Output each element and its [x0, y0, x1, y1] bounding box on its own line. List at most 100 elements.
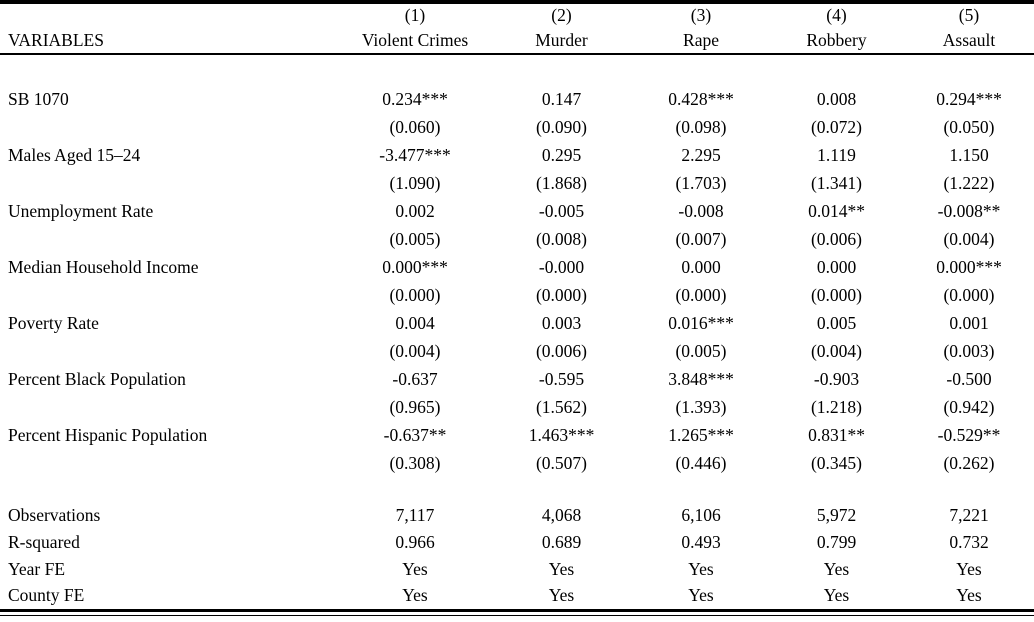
variable-label: Unemployment Rate: [8, 201, 154, 222]
standard-error-cell: (0.072): [810, 117, 863, 138]
standard-error-cell: (0.006): [535, 341, 588, 362]
coefficient-cell: -0.008**: [937, 201, 1001, 222]
coefficient-cell: -0.903: [813, 369, 860, 390]
variable-label: Percent Black Population: [8, 369, 186, 390]
summary-label: County FE: [8, 585, 85, 606]
empty-label-cell: [0, 282, 340, 310]
model-number: (3): [690, 5, 712, 26]
standard-error-cell: (0.262): [943, 453, 995, 474]
coefficient-cell: 1.119: [817, 145, 856, 166]
standard-error-cell: (0.005): [675, 341, 727, 362]
standard-error-cell: (0.004): [943, 229, 995, 250]
empty-label-cell: [0, 226, 340, 254]
standard-error-cell: (1.222): [943, 173, 995, 194]
model-number-row: (1) (2) (3) (4) (5): [0, 2, 1034, 28]
standard-error-row: (0.005) (0.008) (0.007) (0.006) (0.004): [0, 226, 1034, 254]
summary-value-cell: 0.799: [816, 531, 857, 552]
variables-header: VARIABLES: [8, 29, 104, 50]
standard-error-cell: (0.050): [943, 117, 995, 138]
standard-error-cell: (1.703): [675, 173, 727, 194]
coefficient-cell: 0.002: [395, 201, 435, 222]
summary-value-cell: Yes: [402, 585, 428, 606]
coefficient-cell: 0.004: [395, 313, 435, 334]
coefficient-cell: -0.637: [392, 369, 438, 390]
spacer-row: [0, 54, 1034, 86]
column-title-row: VARIABLES Violent Crimes Murder Rape Rob…: [0, 28, 1034, 54]
standard-error-cell: (0.004): [389, 341, 441, 362]
coefficient-cell: -3.477***: [379, 145, 451, 166]
standard-error-cell: (0.003): [943, 341, 995, 362]
summary-value-cell: Yes: [688, 558, 714, 579]
standard-error-cell: (0.345): [810, 453, 863, 474]
coefficient-row: Percent Hispanic Population -0.637** 1.463…: [0, 422, 1034, 450]
coefficient-row: Poverty Rate 0.004 0.003 0.016*** 0.005 0.001: [0, 310, 1034, 338]
model-number: (4): [826, 5, 847, 26]
coefficient-row: SB 1070 0.234*** 0.147 0.428*** 0.008 0.294**…: [0, 86, 1034, 114]
summary-value-cell: Yes: [548, 585, 575, 606]
coefficient-cell: 0.001: [949, 313, 989, 334]
standard-error-row: (0.060) (0.090) (0.098) (0.072) (0.050): [0, 114, 1034, 142]
summary-label: R-squared: [8, 531, 80, 552]
coefficient-cell: 0.147: [541, 89, 582, 110]
standard-error-cell: (0.007): [675, 229, 727, 250]
coefficient-cell: 0.008: [816, 89, 857, 110]
coefficient-cell: -0.008: [678, 201, 724, 222]
standard-error-cell: (1.090): [389, 173, 441, 194]
summary-value-cell: Yes: [688, 585, 714, 606]
coefficient-cell: 1.463***: [528, 425, 595, 446]
summary-value-cell: 7,221: [949, 504, 989, 525]
standard-error-cell: (0.965): [389, 397, 441, 418]
coefficient-cell: 0.003: [541, 313, 582, 334]
standard-error-cell: (0.008): [535, 229, 588, 250]
variable-label: SB 1070: [8, 89, 69, 110]
model-number: (5): [958, 5, 980, 26]
standard-error-cell: (0.000): [389, 285, 441, 306]
coefficient-cell: -0.595: [538, 369, 585, 390]
standard-error-row: (0.000) (0.000) (0.000) (0.000) (0.000): [0, 282, 1034, 310]
empty-label-cell: [0, 394, 340, 422]
model-number: (1): [404, 5, 426, 26]
summary-value-cell: Yes: [402, 558, 428, 579]
table-header: (1) (2) (3) (4) (5) VARIABLES Violent Cr…: [0, 2, 1034, 54]
standard-error-cell: (1.341): [810, 173, 863, 194]
empty-label-cell: [0, 114, 340, 142]
summary-value-cell: Yes: [956, 558, 982, 579]
standard-error-cell: (1.562): [535, 397, 588, 418]
coefficient-cell: 3.848***: [668, 369, 734, 390]
column-header: Assault: [942, 29, 996, 50]
empty-header-cell: [0, 2, 340, 28]
standard-error-cell: (0.308): [389, 453, 441, 474]
summary-label: Observations: [8, 504, 101, 525]
standard-error-cell: (0.446): [675, 453, 727, 474]
summary-value-cell: 4,068: [541, 504, 582, 525]
summary-value-cell: 0.689: [541, 531, 582, 552]
standard-error-cell: (0.507): [535, 453, 588, 474]
coefficient-row: Percent Black Population -0.637 -0.595 3.84…: [0, 366, 1034, 394]
standard-error-cell: (0.000): [943, 285, 995, 306]
coefficient-rows: SB 1070 0.234*** 0.147 0.428*** 0.008 0.294**…: [0, 54, 1034, 478]
column-header: Violent Crimes: [361, 29, 469, 50]
coefficient-cell: 2.295: [681, 145, 721, 166]
coefficient-cell: 0.234***: [382, 89, 448, 110]
variable-label: Males Aged 15–24: [8, 145, 141, 166]
standard-error-cell: (0.005): [389, 229, 441, 250]
summary-value-cell: 0.493: [681, 531, 721, 552]
variable-label: Percent Hispanic Population: [8, 425, 208, 446]
coefficient-cell: 0.014**: [808, 201, 865, 222]
standard-error-cell: (0.006): [810, 229, 863, 250]
variable-label: Poverty Rate: [8, 313, 99, 334]
standard-error-cell: (1.868): [535, 173, 588, 194]
coefficient-cell: 0.005: [816, 313, 857, 334]
coefficient-cell: 0.295: [541, 145, 582, 166]
coefficient-cell: -0.000: [538, 257, 585, 278]
coefficient-row: Median Household Income 0.000*** -0.000 0.0…: [0, 254, 1034, 282]
summary-value-cell: 7,117: [395, 504, 435, 525]
summary-row: Year FE Yes Yes Yes Yes Yes: [0, 556, 1034, 583]
bottom-thin-rule: [0, 614, 1034, 616]
summary-label: Year FE: [8, 558, 66, 579]
coefficient-cell: -0.005: [538, 201, 585, 222]
summary-row: R-squared 0.966 0.689 0.493 0.799 0.732: [0, 529, 1034, 556]
coefficient-cell: 1.265***: [668, 425, 734, 446]
